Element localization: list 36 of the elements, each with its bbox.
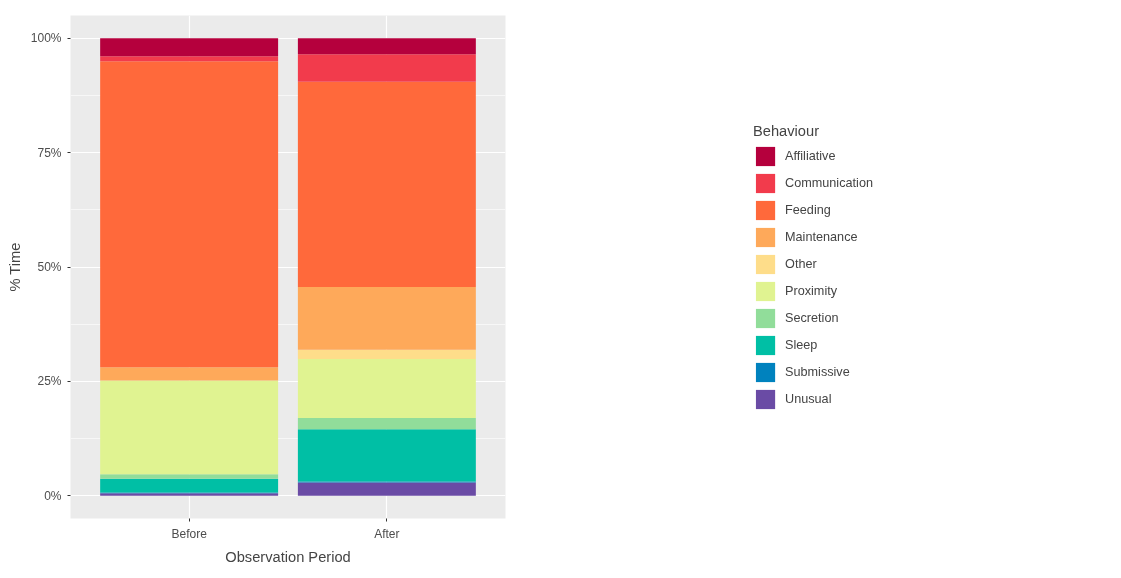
legend-label: Unusual [785, 391, 832, 406]
legend-label: Maintenance [785, 229, 858, 244]
legend-label: Sleep [785, 337, 818, 352]
bar [100, 380, 279, 475]
bar [297, 417, 476, 430]
bar [100, 56, 279, 62]
legend-label: Affiliative [785, 148, 836, 163]
y-tick-label: 100% [30, 31, 62, 46]
bar [100, 367, 279, 381]
bar [297, 38, 476, 55]
bar [297, 358, 476, 418]
y-tick-label: 0% [44, 488, 62, 503]
bar [297, 81, 476, 288]
y-axis-title: % Time [6, 242, 23, 292]
y-tick-label: 25% [37, 374, 62, 389]
y-tick-label: 75% [37, 145, 62, 160]
bar [297, 349, 476, 359]
legend-label: Submissive [785, 364, 850, 379]
legend-label: Feeding [785, 202, 831, 217]
bar [297, 54, 476, 82]
legend-label: Secretion [785, 310, 839, 325]
bar [297, 482, 476, 496]
bar [100, 38, 279, 57]
legend-label: Communication [785, 175, 873, 190]
x-axis-title: Observation Period [225, 548, 351, 565]
x-tick-label: Before [171, 526, 208, 541]
bar [100, 61, 279, 368]
legend-label: Other [785, 256, 817, 271]
y-tick-label: 50% [37, 260, 62, 274]
bar [297, 287, 476, 350]
x-tick-label: After [374, 526, 400, 541]
bar [100, 478, 279, 493]
legend-title: Behaviour [753, 122, 821, 139]
legend-label: Proximity [785, 283, 838, 298]
bar [100, 474, 279, 479]
bar [297, 429, 476, 482]
